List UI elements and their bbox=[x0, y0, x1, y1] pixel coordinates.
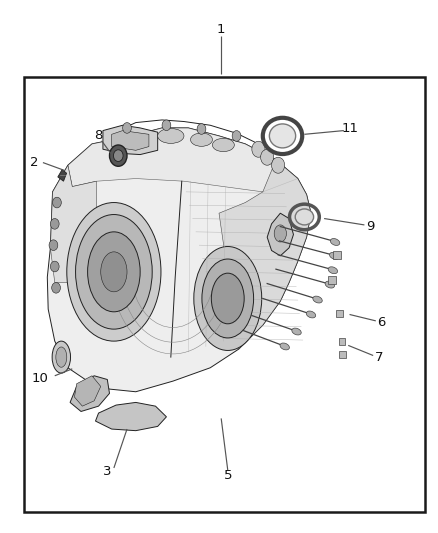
Ellipse shape bbox=[313, 296, 322, 303]
Ellipse shape bbox=[295, 209, 314, 225]
Circle shape bbox=[50, 219, 59, 229]
Polygon shape bbox=[70, 376, 110, 411]
Ellipse shape bbox=[211, 273, 244, 324]
Ellipse shape bbox=[280, 343, 290, 350]
Ellipse shape bbox=[110, 145, 127, 166]
Polygon shape bbox=[74, 376, 101, 406]
Text: 1: 1 bbox=[217, 23, 226, 36]
Bar bbox=[24, 77, 425, 512]
Circle shape bbox=[53, 197, 61, 208]
Bar bbox=[328, 276, 336, 284]
Ellipse shape bbox=[202, 259, 254, 338]
Ellipse shape bbox=[67, 203, 161, 341]
Ellipse shape bbox=[113, 150, 123, 161]
Ellipse shape bbox=[269, 124, 296, 148]
Bar bbox=[339, 338, 345, 345]
Circle shape bbox=[162, 120, 171, 131]
Ellipse shape bbox=[328, 267, 338, 273]
Circle shape bbox=[49, 240, 58, 251]
Polygon shape bbox=[68, 128, 298, 192]
Text: 10: 10 bbox=[32, 372, 49, 385]
Ellipse shape bbox=[292, 328, 301, 335]
Ellipse shape bbox=[194, 246, 262, 351]
Ellipse shape bbox=[330, 239, 340, 245]
Ellipse shape bbox=[76, 214, 152, 329]
Circle shape bbox=[52, 282, 60, 293]
Text: 9: 9 bbox=[366, 220, 374, 233]
Ellipse shape bbox=[329, 253, 339, 259]
Text: 6: 6 bbox=[377, 316, 385, 329]
Text: 8: 8 bbox=[94, 130, 103, 142]
Bar bbox=[333, 251, 341, 259]
Bar bbox=[336, 310, 343, 317]
Ellipse shape bbox=[88, 232, 140, 312]
Circle shape bbox=[272, 157, 285, 173]
Ellipse shape bbox=[306, 311, 316, 318]
Text: 3: 3 bbox=[103, 465, 112, 478]
Text: 7: 7 bbox=[374, 351, 383, 364]
Ellipse shape bbox=[325, 281, 335, 288]
Circle shape bbox=[197, 124, 206, 134]
Circle shape bbox=[261, 149, 274, 165]
Text: 2: 2 bbox=[30, 156, 39, 169]
Ellipse shape bbox=[101, 252, 127, 292]
Polygon shape bbox=[58, 169, 67, 181]
Ellipse shape bbox=[158, 128, 184, 143]
Text: 5: 5 bbox=[223, 469, 232, 482]
Ellipse shape bbox=[274, 225, 286, 242]
Circle shape bbox=[123, 123, 131, 133]
Text: 11: 11 bbox=[342, 123, 359, 135]
Polygon shape bbox=[267, 213, 293, 256]
Circle shape bbox=[232, 131, 241, 141]
Ellipse shape bbox=[56, 347, 67, 367]
Bar bbox=[339, 351, 346, 358]
Circle shape bbox=[252, 141, 265, 157]
Ellipse shape bbox=[191, 133, 212, 147]
Polygon shape bbox=[219, 160, 311, 349]
Circle shape bbox=[50, 261, 59, 272]
Ellipse shape bbox=[52, 341, 71, 373]
Polygon shape bbox=[112, 131, 149, 150]
Polygon shape bbox=[47, 128, 311, 392]
Polygon shape bbox=[103, 125, 158, 155]
Ellipse shape bbox=[212, 138, 234, 152]
Polygon shape bbox=[95, 402, 166, 431]
Polygon shape bbox=[50, 165, 96, 282]
